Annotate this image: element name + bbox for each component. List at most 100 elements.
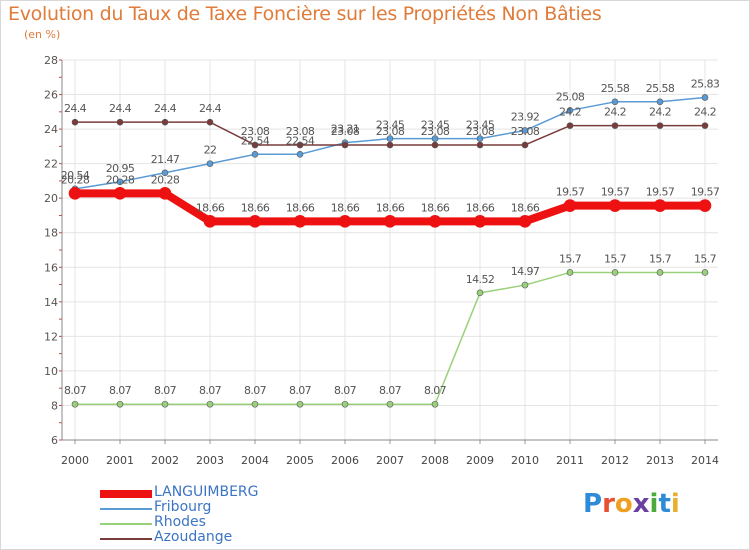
data-point-fribourg <box>161 169 169 177</box>
data-label-languimberg: 18.66 <box>376 201 405 214</box>
data-label-fribourg: 21.47 <box>151 153 180 166</box>
data-point-rhodes <box>296 400 304 408</box>
data-point-languimberg <box>158 187 172 200</box>
legend-swatch <box>100 538 152 540</box>
legend-item-languimberg: LANGUIMBERG <box>100 484 320 501</box>
data-label-rhodes: 15.7 <box>559 252 582 265</box>
x-tick-label: 2014 <box>691 454 719 467</box>
x-tick-label: 2003 <box>196 454 224 467</box>
data-label-rhodes: 15.7 <box>604 252 627 265</box>
data-label-fribourg: 22 <box>204 144 217 157</box>
data-label-rhodes: 8.07 <box>64 384 87 397</box>
data-label-rhodes: 8.07 <box>424 384 447 397</box>
data-label-azoudange: 24.4 <box>154 102 177 115</box>
data-label-languimberg: 18.66 <box>466 201 495 214</box>
data-point-fribourg <box>116 178 124 186</box>
data-label-azoudange: 24.2 <box>604 106 626 119</box>
y-tick-label: 6 <box>51 434 58 447</box>
data-point-fribourg <box>611 98 619 106</box>
data-label-languimberg: 19.57 <box>601 186 630 199</box>
data-point-rhodes <box>71 400 79 408</box>
legend-label: LANGUIMBERG <box>154 484 259 500</box>
y-tick-label: 12 <box>44 330 58 343</box>
data-label-languimberg: 20.28 <box>61 173 90 186</box>
data-label-fribourg: 23.21 <box>331 123 360 136</box>
y-tick-label: 16 <box>44 261 58 274</box>
y-tick-label: 24 <box>44 123 58 136</box>
data-point-azoudange <box>251 141 259 149</box>
data-label-azoudange: 24.4 <box>109 102 132 115</box>
data-label-rhodes: 8.07 <box>199 384 222 397</box>
logo-letter: o <box>614 489 633 519</box>
data-point-languimberg <box>338 215 352 228</box>
data-point-rhodes <box>386 400 394 408</box>
logo-letter: i <box>649 489 659 519</box>
data-point-azoudange <box>341 141 349 149</box>
data-point-rhodes <box>251 400 259 408</box>
data-label-fribourg: 25.83 <box>691 77 720 90</box>
data-point-fribourg <box>296 151 304 158</box>
data-label-fribourg: 22.54 <box>241 134 270 147</box>
data-point-rhodes <box>701 269 709 276</box>
data-point-rhodes <box>161 400 169 408</box>
data-point-fribourg <box>656 98 664 106</box>
data-label-fribourg: 23.92 <box>511 110 540 123</box>
x-tick-label: 2006 <box>331 454 359 467</box>
legend-label: Rhodes <box>154 514 206 530</box>
data-label-languimberg: 20.28 <box>151 173 180 186</box>
legend-item-fribourg: Fribourg <box>100 499 320 516</box>
y-tick-label: 28 <box>44 54 58 67</box>
data-label-rhodes: 8.07 <box>244 384 267 397</box>
data-label-languimberg: 19.57 <box>691 186 720 199</box>
data-point-fribourg <box>566 107 574 114</box>
chart-legend: LANGUIMBERG Fribourg Rhodes Azoudange <box>100 484 320 546</box>
data-point-languimberg <box>698 199 712 212</box>
data-point-rhodes <box>431 400 439 408</box>
data-point-languimberg <box>383 215 397 228</box>
data-point-rhodes <box>116 400 124 408</box>
chart-title: Evolution du Taux de Taxe Foncière sur l… <box>8 3 602 25</box>
data-point-rhodes <box>206 400 214 408</box>
x-tick-label: 2007 <box>376 454 404 467</box>
x-tick-label: 2001 <box>106 454 134 467</box>
data-label-fribourg: 23.45 <box>421 119 450 132</box>
data-label-fribourg: 25.58 <box>601 82 630 95</box>
y-tick-label: 10 <box>44 365 58 378</box>
data-label-fribourg: 20.95 <box>106 162 135 175</box>
data-label-rhodes: 15.7 <box>649 252 672 265</box>
data-point-azoudange <box>71 118 79 126</box>
data-label-languimberg: 20.28 <box>106 173 135 186</box>
y-tick-label: 22 <box>44 158 58 171</box>
y-tick-label: 26 <box>44 89 58 102</box>
data-label-rhodes: 8.07 <box>154 384 177 397</box>
data-point-fribourg <box>521 127 529 134</box>
data-label-rhodes: 14.97 <box>511 265 540 278</box>
data-label-fribourg: 25.58 <box>646 82 675 95</box>
data-label-rhodes: 8.07 <box>109 384 132 397</box>
data-point-azoudange <box>206 118 214 126</box>
data-label-rhodes: 8.07 <box>334 384 357 397</box>
legend-swatch <box>100 523 152 525</box>
data-label-languimberg: 18.66 <box>286 201 315 214</box>
data-label-languimberg: 19.57 <box>646 186 675 199</box>
y-tick-label: 8 <box>51 399 58 412</box>
x-tick-label: 2008 <box>421 454 449 467</box>
data-label-azoudange: 23.08 <box>466 125 495 138</box>
data-point-azoudange <box>386 141 394 149</box>
data-point-languimberg <box>653 199 667 212</box>
x-tick-label: 2013 <box>646 454 674 467</box>
x-tick-label: 2005 <box>286 454 314 467</box>
data-point-languimberg <box>113 187 127 200</box>
data-point-rhodes <box>566 269 574 276</box>
data-point-languimberg <box>563 199 577 212</box>
logo-letter: i <box>670 489 680 519</box>
logo-letter: P <box>583 489 603 519</box>
data-point-azoudange <box>476 141 484 149</box>
x-tick-label: 2011 <box>556 454 584 467</box>
data-label-languimberg: 18.66 <box>511 201 540 214</box>
data-point-azoudange <box>611 122 619 129</box>
data-label-azoudange: 24.2 <box>649 106 671 119</box>
logo-letter: r <box>602 489 615 519</box>
data-point-languimberg <box>428 215 442 228</box>
data-point-azoudange <box>116 118 124 126</box>
